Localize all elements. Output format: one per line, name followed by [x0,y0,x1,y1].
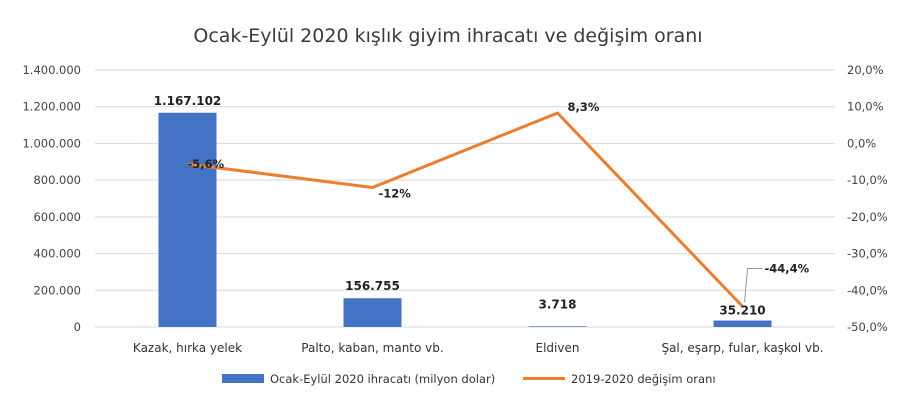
line-series-path [187,111,744,308]
left-tick-label: 200.000 [33,283,81,297]
line-value-label: -44,4% [765,261,810,275]
line-value-label: -5,6% [188,157,225,171]
bar [713,320,772,327]
legend-entry-bar: Ocak-Eylül 2020 ihracatı (milyon dolar) [270,372,495,386]
chart-title: Ocak-Eylül 2020 kışlık giyim ihracatı ve… [193,25,702,47]
left-tick-label: 400.000 [33,247,81,261]
bars [158,112,772,327]
right-tick-label: -20,0% [847,210,888,224]
right-tick-label: -40,0% [847,283,888,297]
left-tick-label: 800.000 [33,173,81,187]
right-tick-label: -50,0% [847,320,888,334]
left-tick-label: 0 [74,320,81,334]
category-label: Palto, kaban, manto vb. [301,341,443,355]
bar-value-label: 3.718 [539,297,577,311]
category-axis: Kazak, hırka yelek Palto, kaban, manto vb… [133,341,824,355]
right-tick-label: 10,0% [847,100,884,114]
legend-entry-line: 2019-2020 değişim oranı [571,372,716,386]
left-tick-label: 1.200.000 [22,100,81,114]
leader-line [744,267,763,303]
left-tick-label: 1.000.000 [22,136,81,150]
bar [343,298,402,327]
data-labels: 1.167.102 156.755 3.718 35.210 -5,6% -12% 8,3%… [154,94,810,318]
right-tick-label: -10,0% [847,173,888,187]
bar [158,112,217,327]
legend-swatch-bar [222,374,264,383]
bar [528,326,587,327]
bar-value-label: 156.755 [345,279,400,293]
category-label: Eldiven [536,341,580,355]
left-tick-label: 600.000 [33,210,81,224]
line-series [187,111,744,308]
line-value-label: 8,3% [568,100,600,114]
right-axis: -50,0% -40,0% -30,0% -20,0% -10,0% 0,0% 10,0% 2… [847,63,888,334]
left-tick-label: 1.400.000 [22,63,81,77]
left-axis: 0 200.000 400.000 600.000 800.000 1.000.000 1.… [22,63,81,334]
right-tick-label: -30,0% [847,247,888,261]
legend: Ocak-Eylül 2020 ihracatı (milyon dolar) … [222,372,716,386]
right-tick-label: 0,0% [847,136,876,150]
category-label: Şal, eşarp, fular, kaşkol vb. [661,341,823,355]
right-tick-label: 20,0% [847,63,884,77]
gridlines [95,69,835,328]
bar-value-label: 35.210 [719,304,765,318]
category-label: Kazak, hırka yelek [133,341,242,355]
bar-value-label: 1.167.102 [154,94,222,108]
line-value-label: -12% [379,186,412,200]
